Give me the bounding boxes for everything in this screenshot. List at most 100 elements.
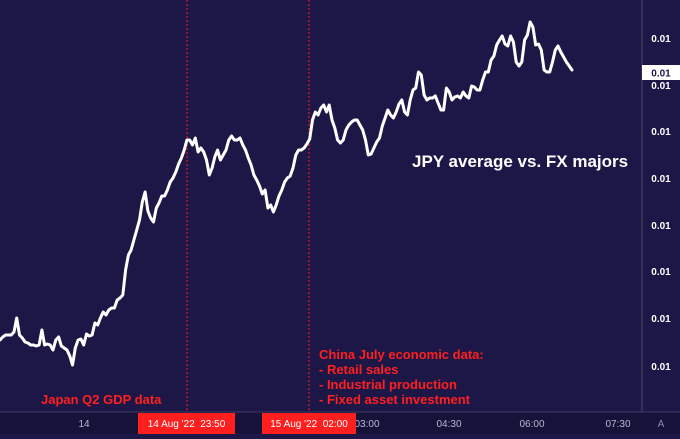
data-point	[7, 334, 10, 336]
data-point	[448, 91, 451, 93]
x-tick-label: 07:30	[605, 419, 630, 430]
data-point	[345, 129, 347, 131]
x-tick-label: 03:00	[354, 419, 379, 430]
data-point	[202, 151, 205, 153]
data-point	[445, 87, 448, 89]
data-point	[102, 311, 104, 313]
y-tick-label: 0.01	[651, 221, 671, 232]
data-point	[205, 159, 208, 161]
data-point	[384, 117, 386, 119]
data-point	[437, 102, 439, 104]
data-point	[322, 104, 325, 106]
data-point	[172, 177, 174, 179]
data-point	[392, 117, 395, 119]
event-marker-box-china	[262, 413, 356, 434]
annotation-japan-gdp: Japan Q2 GDP data	[41, 392, 162, 407]
data-point	[339, 142, 342, 144]
data-point	[428, 97, 431, 99]
price-label-box	[642, 65, 680, 80]
data-point	[387, 109, 389, 111]
data-point	[110, 307, 113, 309]
data-point	[52, 349, 54, 351]
data-point	[300, 149, 303, 151]
data-point	[133, 239, 135, 241]
data-point	[336, 139, 339, 141]
data-point	[367, 154, 370, 156]
data-point	[320, 107, 322, 109]
data-point	[60, 345, 63, 347]
data-point	[177, 163, 180, 165]
data-point	[105, 314, 107, 316]
data-point	[526, 34, 529, 36]
data-point	[540, 49, 543, 51]
data-point	[69, 355, 71, 357]
y-tick-labels: 0.010.010.010.010.010.010.010.01	[651, 34, 671, 373]
data-point	[233, 139, 236, 141]
annotation-china-line: - Industrial production	[319, 377, 457, 392]
data-point	[2, 336, 4, 338]
data-point	[130, 249, 132, 251]
data-point	[82, 344, 85, 346]
data-point	[314, 111, 317, 113]
data-point	[534, 44, 537, 46]
data-point	[272, 211, 275, 213]
data-point	[267, 207, 269, 209]
data-point	[135, 229, 138, 231]
data-point	[412, 89, 414, 91]
data-point	[568, 65, 570, 67]
data-point	[325, 111, 328, 113]
data-point	[180, 157, 183, 159]
data-point	[292, 167, 294, 169]
data-point	[43, 344, 46, 346]
data-point	[470, 85, 473, 87]
data-point	[420, 74, 423, 76]
data-point	[306, 143, 308, 145]
y-tick-label: 0.01	[651, 362, 671, 373]
data-point	[15, 317, 18, 319]
data-point	[222, 154, 224, 156]
data-point	[317, 114, 319, 116]
data-point	[459, 97, 462, 99]
data-point	[255, 179, 258, 181]
plot-background	[0, 0, 642, 412]
data-point	[395, 111, 398, 113]
annotation-china-data: China July economic data: - Retail sales…	[319, 347, 484, 407]
data-point	[361, 129, 364, 131]
annotation-china-line: - Retail sales	[319, 362, 399, 377]
data-point	[487, 71, 490, 73]
data-point	[261, 193, 264, 195]
data-point	[141, 201, 144, 203]
data-point	[501, 35, 504, 37]
data-point	[147, 210, 149, 212]
annotation-china-line: China July economic data:	[319, 347, 484, 362]
data-point	[303, 147, 305, 149]
data-point	[122, 294, 124, 296]
data-point	[46, 343, 49, 345]
data-point	[537, 43, 540, 45]
data-point	[216, 149, 219, 151]
data-point	[55, 339, 57, 341]
data-point	[493, 55, 495, 57]
data-point	[451, 99, 453, 101]
data-point	[99, 317, 102, 319]
data-point	[521, 61, 523, 63]
data-point	[91, 334, 93, 336]
data-point	[398, 103, 400, 105]
data-point	[169, 181, 171, 183]
data-point	[211, 167, 213, 169]
data-point	[269, 204, 272, 206]
data-point	[414, 87, 417, 89]
data-point	[225, 149, 227, 151]
data-point	[465, 95, 467, 97]
data-point	[264, 189, 266, 191]
data-point	[228, 139, 230, 141]
data-point	[498, 39, 501, 41]
data-point	[191, 144, 194, 146]
x-tick-label: 04:30	[436, 419, 461, 430]
data-point	[278, 195, 280, 197]
data-point	[0, 339, 1, 341]
axis-mode-button[interactable]: A	[658, 419, 665, 430]
data-point	[77, 339, 79, 341]
data-point	[409, 99, 412, 101]
